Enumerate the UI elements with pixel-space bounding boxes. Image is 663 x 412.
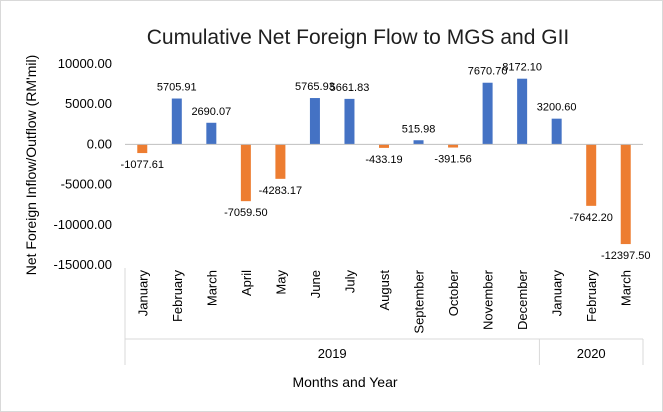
bar [413, 140, 424, 145]
bar [275, 144, 286, 179]
bar [240, 144, 251, 202]
data-label: -12397.50 [601, 250, 651, 262]
bar [517, 78, 528, 145]
data-label: 5705.91 [157, 82, 197, 94]
chart-title: Cumulative Net Foreign Flow to MGS and G… [147, 26, 570, 49]
data-labels: -1077.61 5705.91 2690.07 -7059.50 -4283.17 57… [121, 62, 651, 262]
category-label: June [308, 270, 323, 298]
category-label: January [550, 270, 565, 317]
data-label: -1077.61 [121, 159, 164, 171]
bar [137, 144, 148, 154]
data-label: 2690.07 [191, 106, 231, 118]
data-label: 7670.70 [468, 66, 508, 78]
data-label: -4283.17 [259, 185, 302, 197]
bar [482, 82, 493, 145]
y-tick-label: 0.00 [87, 136, 112, 151]
y-tick-label: -15000.00 [53, 257, 112, 272]
category-label: March [204, 270, 219, 306]
y-tick-label: 10000.00 [58, 56, 112, 71]
category-label: August [377, 270, 392, 311]
category-label: January [135, 270, 150, 317]
y-tick-label: -10000.00 [53, 217, 112, 232]
data-label: -7642.20 [569, 212, 612, 224]
bar [448, 144, 459, 148]
x-axis: January February March April May June July Augu… [124, 143, 644, 365]
data-label: -391.56 [434, 154, 471, 166]
data-label: 5661.83 [330, 82, 370, 94]
data-label: -7059.50 [224, 207, 267, 219]
data-label: 3200.60 [537, 102, 577, 114]
bars [137, 78, 631, 245]
bar [344, 98, 355, 145]
category-label: April [239, 270, 254, 296]
bar [171, 98, 182, 145]
data-label: -433.19 [365, 154, 402, 166]
category-label: July [342, 270, 357, 294]
category-label: March [619, 270, 634, 306]
bar [551, 118, 562, 145]
category-label: February [584, 270, 599, 323]
bar [379, 144, 389, 148]
bar [620, 144, 631, 245]
y-axis-ticks: 10000.00 5000.00 0.00 -5000.00 -10000.00 -150… [53, 56, 112, 272]
category-label: December [515, 269, 530, 330]
category-label: September [412, 269, 427, 333]
y-tick-label: -5000.00 [61, 177, 112, 192]
y-tick-label: 5000.00 [65, 96, 112, 111]
data-label: 5765.93 [295, 81, 335, 93]
year-label: 2020 [577, 346, 606, 361]
year-label: 2019 [318, 346, 347, 361]
category-label: October [446, 269, 461, 316]
category-label: November [481, 269, 496, 330]
y-axis-title: Net Foreign Inflow/Outflow (RM'mil) [23, 55, 39, 276]
category-label: February [170, 270, 185, 323]
data-label: 515.98 [402, 123, 436, 135]
category-label: May [273, 270, 288, 295]
bar [206, 122, 217, 145]
bar [309, 98, 320, 145]
x-axis-title: Months and Year [292, 374, 397, 390]
bar [586, 144, 597, 206]
data-label: 8172.10 [502, 62, 542, 74]
